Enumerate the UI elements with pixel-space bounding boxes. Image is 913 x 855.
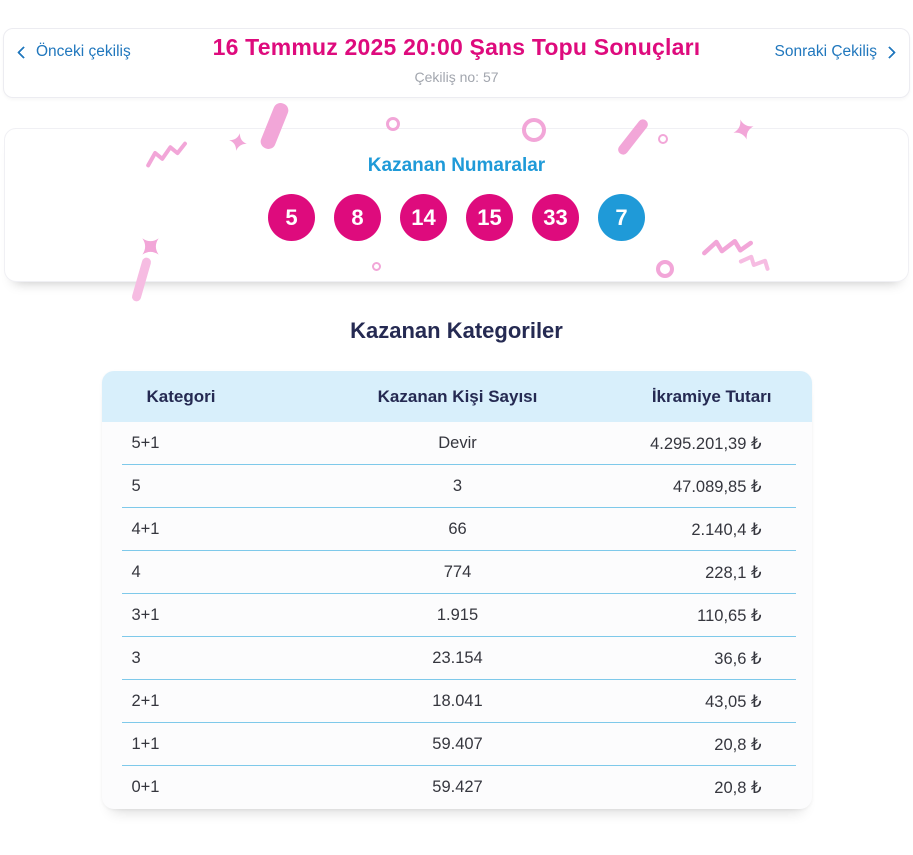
confetti-ring-icon [656,260,674,278]
previous-draw-link[interactable]: Önceki çekiliş [17,43,131,61]
prize-amount-cell: 20,8 ₺ [714,735,762,754]
winner-count-cell: 66 [448,520,467,538]
winning-numbers-heading: Kazanan Numaralar [367,155,546,176]
winning-number-ball: 14 [400,194,447,241]
column-header-kisi-sayisi: Kazanan Kişi Sayısı [377,386,538,406]
table-row: 2+1 18.041 43,05 ₺ [102,680,812,723]
prize-amount-cell: 36,6 ₺ [714,649,762,668]
winner-count-cell: 3 [452,477,463,495]
table-row: 5 3 47.089,85 ₺ [102,465,812,508]
category-cell: 0+1 [131,778,160,796]
winning-number-ball: 33 [532,194,579,241]
category-cell: 4+1 [131,520,160,538]
chevron-left-icon [17,45,30,59]
next-draw-label: Sonraki Çekiliş [774,43,877,60]
winning-number-ball: 8 [334,194,381,241]
previous-draw-label: Önceki çekiliş [36,43,131,60]
chevron-right-icon [883,45,896,59]
table-row: 4+1 66 2.140,4 ₺ [102,508,812,551]
next-draw-link[interactable]: Sonraki Çekiliş [774,43,896,61]
winning-numbers-card: Kazanan Numaralar 5 8 14 15 33 7 [4,100,909,303]
category-cell: 1+1 [131,735,160,753]
prize-amount-cell: 2.140,4 ₺ [691,520,762,539]
draw-number: Çekiliş no: 57 [414,69,499,85]
categories-title: Kazanan Kategoriler [350,318,563,343]
confetti-ring-icon [372,262,381,271]
table-row: 0+1 59.427 20,8 ₺ [102,766,812,809]
column-header-ikramiye-tutari: İkramiye Tutarı [651,386,772,406]
category-cell: 3+1 [131,606,160,624]
winner-count-cell: 774 [443,563,472,581]
winner-count-cell: 59.407 [432,735,483,753]
winning-numbers-row: 5 8 14 15 33 7 [5,194,908,241]
confetti-zigzag-icon [738,254,770,271]
prize-amount-cell: 20,8 ₺ [714,778,762,797]
title-wrap: 16 Temmuz 2025 20:00 Şans Topu Sonuçları… [4,29,909,85]
prize-amount-cell: 47.089,85 ₺ [673,477,762,496]
table-row: 3 23.154 36,6 ₺ [102,637,812,680]
winning-number-ball: 15 [466,194,513,241]
table-row: 5+1 Devir 4.295.201,39 ₺ [102,422,812,465]
column-header-kategori: Kategori [146,386,216,406]
page-title: 16 Temmuz 2025 20:00 Şans Topu Sonuçları [212,34,701,60]
prize-amount-cell: 43,05 ₺ [705,692,762,711]
winning-number-ball: 5 [268,194,315,241]
table-row: 3+1 1.915 110,65 ₺ [102,594,812,637]
table-row: 4 774 228,1 ₺ [102,551,812,594]
winner-count-cell: 23.154 [432,649,483,667]
winner-count-cell: 1.915 [436,606,479,624]
categories-table: Kategori Kazanan Kişi Sayısı İkramiye Tu… [101,371,812,809]
winner-count-cell: Devir [438,434,477,452]
draw-header-card: Önceki çekiliş 16 Temmuz 2025 20:00 Şans… [3,28,910,98]
category-cell: 2+1 [131,692,160,710]
confetti-bar-icon [130,256,153,303]
category-cell: 5 [131,477,141,495]
category-cell: 3 [131,649,141,667]
winner-count-cell: 59.427 [432,778,483,796]
category-cell: 5+1 [131,434,160,452]
category-cell: 4 [131,563,141,581]
prize-amount-cell: 110,65 ₺ [697,606,762,625]
prize-amount-cell: 4.295.201,39 ₺ [650,434,762,453]
prize-amount-cell: 228,1 ₺ [705,563,762,582]
winner-count-cell: 18.041 [432,692,483,710]
plus-number-ball: 7 [598,194,645,241]
table-header-row: Kategori Kazanan Kişi Sayısı İkramiye Tu… [101,371,812,422]
table-row: 1+1 59.407 20,8 ₺ [102,723,812,766]
